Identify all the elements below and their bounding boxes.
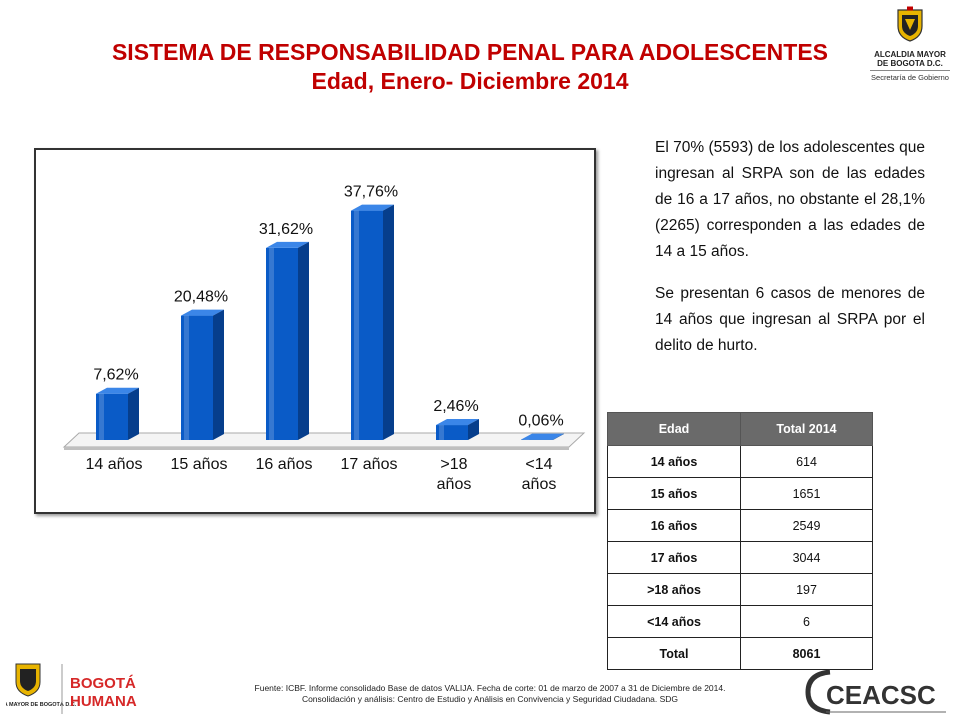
bar bbox=[351, 204, 394, 440]
logo-top-line3: Secretaría de Gobierno bbox=[870, 70, 950, 82]
bar-front bbox=[96, 393, 128, 440]
data-label: 31,62% bbox=[259, 221, 313, 238]
table-row: 16 años 2549 bbox=[607, 509, 873, 542]
bar-highlight bbox=[269, 247, 274, 440]
category-label: años bbox=[522, 476, 557, 493]
bar bbox=[96, 387, 139, 440]
chart-floor bbox=[62, 432, 586, 448]
bar-top bbox=[96, 387, 139, 394]
ceacsc-logo: CEACSC bbox=[805, 669, 946, 715]
category-label: <14 bbox=[525, 456, 552, 473]
alcaldia-logo-top: ALCALDIA MAYOR DE BOGOTA D.C. Secretaría… bbox=[870, 6, 950, 82]
footer-analysis: Consolidación y análisis: Centro de Estu… bbox=[301, 694, 679, 704]
table-cell-total: 197 bbox=[740, 573, 873, 606]
table-row: >18 años 197 bbox=[607, 573, 873, 606]
chart-frame: 7,62% 14 años 20,48% 15 años 31,62% 16 años 37… bbox=[34, 148, 596, 514]
footer-logo-caption: ALCALDÍA MAYOR DE BOGOTÁ D.C. bbox=[6, 700, 77, 708]
page-subtitle: Edad, Enero- Diciembre 2014 bbox=[311, 68, 629, 94]
table-cell-age: 17 años bbox=[607, 541, 741, 574]
description-text: El 70% (5593) de los adolescentes que in… bbox=[655, 135, 925, 375]
table-cell-total: 2549 bbox=[740, 509, 873, 542]
bar-highlight bbox=[184, 315, 189, 440]
category-label: 17 años bbox=[341, 456, 398, 473]
bar-chart: 7,62% 14 años 20,48% 15 años 31,62% 16 años 37… bbox=[62, 184, 586, 493]
description-paragraph-2: Se presentan 6 casos de menores de 14 añ… bbox=[655, 285, 925, 354]
bar-side bbox=[128, 387, 139, 440]
table-cell-age: <14 años bbox=[607, 605, 741, 638]
bar-top bbox=[351, 204, 394, 211]
table-total-row: Total 8061 bbox=[607, 637, 873, 670]
table-header-age: Edad bbox=[607, 412, 741, 446]
table-cell-total: 6 bbox=[740, 605, 873, 638]
bar-top bbox=[266, 241, 309, 248]
category-label: 15 años bbox=[171, 456, 228, 473]
description-paragraph-1: El 70% (5593) de los adolescentes que in… bbox=[655, 139, 925, 260]
table-row: 14 años 614 bbox=[607, 445, 873, 478]
footer-logos-left: ALCALDÍA MAYOR DE BOGOTÁ D.C. BOGOTÁ HUM… bbox=[6, 663, 137, 714]
logo-top-line1: ALCALDIA MAYOR bbox=[874, 50, 946, 59]
table-cell-total: 1651 bbox=[740, 477, 873, 510]
data-label: 0,06% bbox=[518, 413, 563, 430]
table-row: <14 años 6 bbox=[607, 605, 873, 638]
table-total-label: Total bbox=[607, 637, 741, 670]
bar-side bbox=[468, 419, 479, 440]
table-cell-total: 614 bbox=[740, 445, 873, 478]
bar-front bbox=[351, 210, 383, 440]
data-label: 37,76% bbox=[344, 184, 398, 201]
table-cell-total: 3044 bbox=[740, 541, 873, 574]
category-label: >18 bbox=[440, 456, 467, 473]
table-cell-age: >18 años bbox=[607, 573, 741, 606]
table-header-row: Edad Total 2014 bbox=[607, 412, 873, 446]
ceacsc-logo-text: CEACSC bbox=[826, 680, 936, 710]
title-block: SISTEMA DE RESPONSABILIDAD PENAL PARA AD… bbox=[40, 38, 900, 96]
bogota-logo-line1: BOGOTÁ bbox=[70, 675, 136, 692]
category-label: años bbox=[437, 476, 472, 493]
coat-of-arms-icon bbox=[897, 6, 923, 42]
category-label: 14 años bbox=[86, 456, 143, 473]
data-label: 7,62% bbox=[93, 367, 138, 384]
bar-highlight bbox=[99, 393, 104, 440]
bar-side bbox=[383, 204, 394, 440]
bar-side bbox=[213, 309, 224, 440]
bar-front bbox=[436, 425, 468, 440]
bar-highlight bbox=[439, 425, 444, 440]
table-cell-age: 14 años bbox=[607, 445, 741, 478]
category-label: 16 años bbox=[256, 456, 313, 473]
table-row: 15 años 1651 bbox=[607, 477, 873, 510]
bar-front bbox=[266, 247, 298, 440]
bogota-logo-line2: HUMANA bbox=[70, 693, 137, 710]
bar-side bbox=[553, 433, 564, 440]
bar bbox=[521, 433, 564, 440]
data-label: 20,48% bbox=[174, 289, 228, 306]
bar-side bbox=[298, 241, 309, 440]
bar-top bbox=[436, 419, 479, 426]
table-total-value: 8061 bbox=[740, 637, 873, 670]
table-header-total: Total 2014 bbox=[740, 412, 873, 446]
bar-top bbox=[521, 433, 564, 440]
table-cell-age: 16 años bbox=[607, 509, 741, 542]
table-cell-age: 15 años bbox=[607, 477, 741, 510]
footer-source-note: Fuente: ICBF. Informe consolidado Base d… bbox=[220, 683, 760, 705]
bar bbox=[436, 419, 479, 440]
bar-highlight bbox=[354, 210, 359, 440]
bar-top bbox=[181, 309, 224, 316]
footer-source: Fuente: ICBF. Informe consolidado Base d… bbox=[254, 683, 726, 693]
table-row: 17 años 3044 bbox=[607, 541, 873, 574]
bar-front bbox=[181, 315, 213, 440]
bar bbox=[266, 241, 309, 440]
chart-floor-edge bbox=[64, 447, 569, 450]
logo-top-line2: DE BOGOTA D.C. bbox=[877, 59, 943, 68]
age-totals-table: Edad Total 2014 14 años 614 15 años 1651 1… bbox=[607, 412, 873, 670]
bar bbox=[181, 309, 224, 440]
page-title: SISTEMA DE RESPONSABILIDAD PENAL PARA AD… bbox=[111, 39, 829, 65]
data-label: 2,46% bbox=[433, 398, 478, 415]
